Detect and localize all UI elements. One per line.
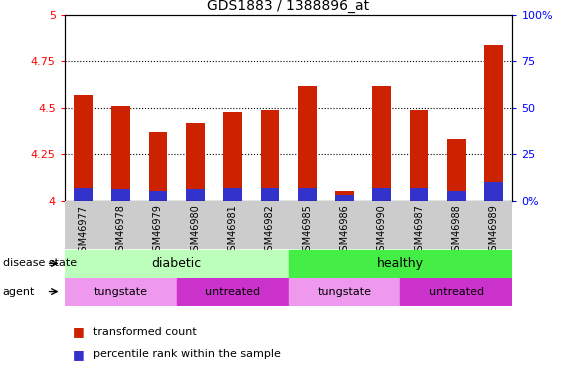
Bar xyxy=(74,95,93,201)
Bar xyxy=(484,45,503,201)
Bar xyxy=(102,201,139,249)
Bar xyxy=(289,250,512,277)
Text: GSM46977: GSM46977 xyxy=(78,204,88,258)
Text: GSM46988: GSM46988 xyxy=(452,204,462,257)
Bar xyxy=(65,278,177,305)
Text: agent: agent xyxy=(3,286,35,297)
Bar xyxy=(224,111,242,201)
Text: transformed count: transformed count xyxy=(93,327,196,337)
Bar xyxy=(400,278,512,305)
Bar xyxy=(111,189,130,201)
Bar xyxy=(140,201,177,249)
Text: tungstate: tungstate xyxy=(318,286,372,297)
Bar xyxy=(298,188,316,201)
Bar xyxy=(186,123,204,201)
Text: healthy: healthy xyxy=(377,257,424,270)
Bar xyxy=(326,201,363,249)
Bar xyxy=(400,201,438,249)
Text: ■: ■ xyxy=(73,326,85,338)
Bar xyxy=(261,188,279,201)
Bar xyxy=(373,86,391,201)
Title: GDS1883 / 1388896_at: GDS1883 / 1388896_at xyxy=(208,0,369,13)
Text: GSM46978: GSM46978 xyxy=(115,204,126,257)
Text: untreated: untreated xyxy=(205,286,260,297)
Bar xyxy=(447,140,466,201)
Text: GSM46990: GSM46990 xyxy=(377,204,387,257)
Text: GSM46985: GSM46985 xyxy=(302,204,312,257)
Text: diabetic: diabetic xyxy=(151,257,202,270)
Bar xyxy=(74,188,93,201)
Bar xyxy=(261,110,279,201)
Bar xyxy=(111,106,130,201)
Text: GSM46982: GSM46982 xyxy=(265,204,275,257)
Bar xyxy=(149,191,167,201)
Bar xyxy=(447,191,466,201)
Bar xyxy=(363,201,400,249)
Bar xyxy=(298,86,316,201)
Bar xyxy=(177,201,214,249)
Text: GSM46989: GSM46989 xyxy=(489,204,499,257)
Bar xyxy=(251,201,288,249)
Text: GSM46981: GSM46981 xyxy=(227,204,238,257)
Bar xyxy=(186,189,204,201)
Text: untreated: untreated xyxy=(429,286,484,297)
Bar xyxy=(289,278,400,305)
Bar xyxy=(438,201,475,249)
Bar xyxy=(484,182,503,201)
Bar xyxy=(335,195,354,201)
Text: GSM46986: GSM46986 xyxy=(339,204,350,257)
Bar xyxy=(410,188,428,201)
Bar xyxy=(410,110,428,201)
Text: GSM46987: GSM46987 xyxy=(414,204,424,257)
Text: GSM46979: GSM46979 xyxy=(153,204,163,257)
Text: percentile rank within the sample: percentile rank within the sample xyxy=(93,350,281,359)
Bar xyxy=(335,191,354,201)
Bar xyxy=(149,132,167,201)
Text: ■: ■ xyxy=(73,348,85,361)
Bar xyxy=(289,201,326,249)
Bar xyxy=(177,278,288,305)
Text: disease state: disease state xyxy=(3,258,77,268)
Text: GSM46980: GSM46980 xyxy=(190,204,200,257)
Bar xyxy=(224,188,242,201)
Text: tungstate: tungstate xyxy=(93,286,148,297)
Bar xyxy=(373,188,391,201)
Bar xyxy=(65,250,289,277)
Bar xyxy=(214,201,251,249)
Bar xyxy=(65,201,102,249)
Bar xyxy=(475,201,512,249)
